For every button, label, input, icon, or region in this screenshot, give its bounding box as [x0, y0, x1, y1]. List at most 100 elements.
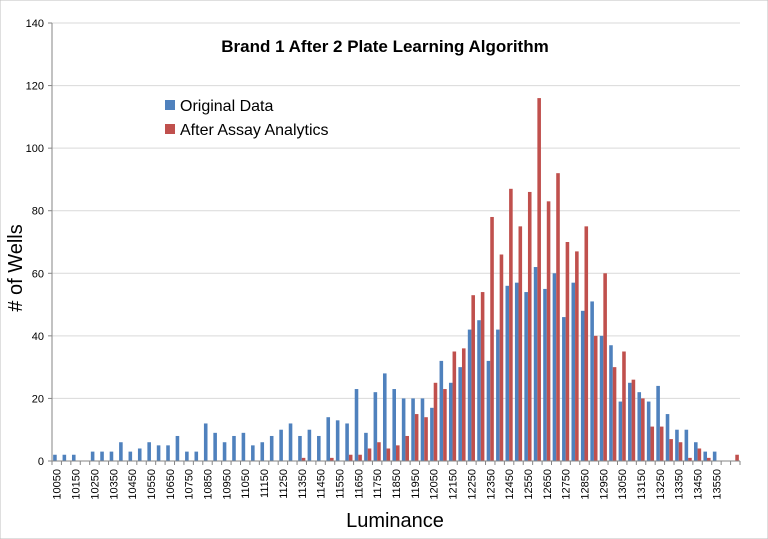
- x-tick-label: 10050: [52, 469, 64, 500]
- bar-after-assay-analytics: [659, 426, 664, 461]
- x-tick-label: 10250: [89, 469, 101, 500]
- bar-original-data: [317, 435, 321, 461]
- bar-original-data: [194, 451, 199, 461]
- bar-after-assay-analytics: [584, 226, 589, 461]
- y-tick-label: 0: [38, 456, 44, 468]
- x-tick-label: 10450: [127, 469, 139, 500]
- bar-after-assay-analytics: [707, 457, 711, 461]
- bar-after-assay-analytics: [669, 439, 673, 461]
- y-tick-label: 100: [26, 143, 44, 155]
- x-tick-label: 13350: [674, 469, 686, 500]
- bar-original-data: [185, 451, 189, 461]
- bar-original-data: [241, 432, 246, 461]
- bar-after-assay-analytics: [396, 445, 400, 461]
- x-tick-label: 10650: [165, 469, 177, 500]
- bar-after-assay-analytics: [678, 442, 683, 461]
- bar-after-assay-analytics: [480, 292, 485, 461]
- bar-original-data: [128, 451, 133, 461]
- bar-original-data: [222, 442, 227, 461]
- y-tick-label: 60: [32, 268, 44, 280]
- x-tick-label: 10850: [203, 469, 215, 500]
- bar-original-data: [175, 435, 180, 461]
- bar-original-data: [496, 329, 500, 461]
- bar-original-data: [467, 329, 472, 461]
- bar-original-data: [552, 273, 557, 461]
- x-tick-label: 13450: [693, 469, 705, 500]
- y-axis-title: # of Wells: [5, 224, 27, 311]
- bar-after-assay-analytics: [405, 435, 409, 461]
- bar-original-data: [599, 335, 604, 461]
- legend: Original Data After Assay Analytics: [165, 98, 329, 139]
- bar-original-data: [430, 407, 434, 461]
- x-axis-title: Luminance: [346, 510, 444, 532]
- bar-original-data: [401, 398, 406, 461]
- bar-after-assay-analytics: [377, 442, 381, 461]
- bar-original-data: [251, 445, 255, 461]
- bar-after-assay-analytics: [697, 448, 702, 461]
- x-tick-label: 12650: [542, 469, 554, 500]
- bar-original-data: [119, 442, 123, 461]
- bar-after-assay-analytics: [593, 335, 598, 461]
- bar-original-data: [712, 451, 717, 461]
- bar-original-data: [288, 423, 293, 461]
- bar-original-data: [382, 373, 387, 461]
- legend-label-original: Original Data: [180, 98, 273, 115]
- bar-original-data: [100, 451, 104, 461]
- x-tick-label: 11650: [353, 469, 365, 499]
- x-tick-label: 10950: [221, 469, 233, 500]
- x-tick-label: 13250: [655, 469, 667, 500]
- bar-original-data: [458, 367, 462, 461]
- bar-after-assay-analytics: [509, 188, 513, 461]
- bar-after-assay-analytics: [414, 414, 419, 461]
- chart-title: Brand 1 After 2 Plate Learning Algorithm: [221, 37, 548, 56]
- x-tick-label: 11350: [297, 469, 309, 499]
- bar-original-data: [609, 345, 613, 461]
- y-tick-label: 40: [32, 331, 44, 343]
- bar-after-assay-analytics: [471, 295, 475, 461]
- bar-original-data: [109, 451, 114, 461]
- x-tick-label: 10150: [71, 469, 83, 500]
- bar-original-data: [203, 423, 208, 461]
- x-tick-label: 12850: [579, 469, 591, 500]
- bar-original-data: [345, 423, 349, 461]
- bar-original-data: [335, 420, 340, 461]
- bar-after-assay-analytics: [565, 242, 570, 461]
- bar-original-data: [486, 360, 491, 461]
- x-tick-label: 11050: [240, 469, 252, 499]
- y-tick-label: 120: [26, 81, 44, 93]
- bar-original-data: [665, 414, 670, 461]
- bar-original-data: [354, 389, 359, 461]
- bar-original-data: [373, 392, 378, 461]
- bar-after-assay-analytics: [424, 417, 428, 461]
- bar-after-assay-analytics: [556, 173, 560, 462]
- x-tick-label: 11950: [410, 469, 422, 499]
- bar-after-assay-analytics: [688, 457, 692, 461]
- x-tick-label: 12150: [448, 469, 460, 500]
- bar-original-data: [260, 442, 265, 461]
- x-tick-label: 11550: [334, 469, 346, 499]
- bar-after-assay-analytics: [546, 201, 551, 461]
- bar-after-assay-analytics: [622, 351, 626, 461]
- bar-after-assay-analytics: [433, 382, 438, 461]
- bar-original-data: [71, 454, 76, 461]
- y-tick-label: 80: [32, 206, 44, 218]
- bar-original-data: [514, 282, 519, 461]
- legend-swatch-original: [165, 100, 175, 110]
- bar-original-data: [646, 401, 651, 461]
- x-tick-label: 12250: [466, 469, 478, 500]
- x-tick-label: 12450: [504, 469, 516, 500]
- bar-original-data: [420, 398, 425, 461]
- bar-original-data: [166, 445, 170, 461]
- bar-original-data: [156, 445, 161, 461]
- x-tick-label: 12750: [561, 469, 573, 500]
- bar-original-data: [505, 285, 510, 461]
- bar-original-data: [439, 360, 444, 461]
- x-tick-label: 11150: [259, 469, 271, 498]
- bar-original-data: [628, 382, 632, 461]
- bars: [53, 98, 739, 462]
- legend-label-after: After Assay Analytics: [180, 122, 329, 139]
- x-tick-label: 13050: [617, 469, 629, 500]
- bar-original-data: [543, 288, 547, 461]
